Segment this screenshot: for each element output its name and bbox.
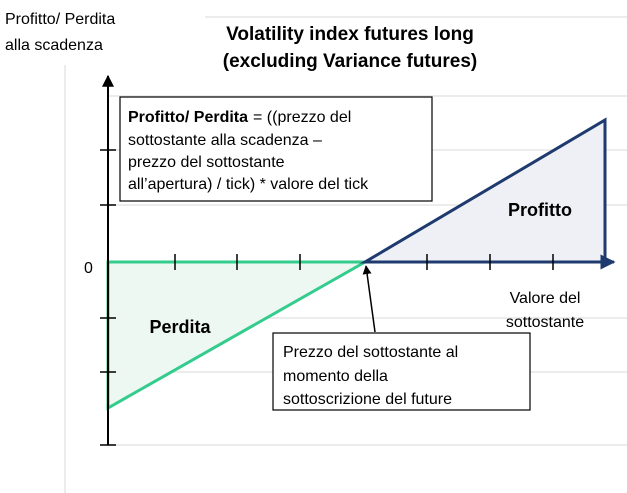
y-axis-label: Profitto/ Perdita [5,11,115,28]
zero-label: 0 [84,260,93,277]
x-axis-label: Valore del [510,290,581,307]
callout-line: Prezzo del sottostante al [283,344,458,361]
callout-box [272,332,531,411]
callout-line: momento della [283,368,388,385]
x-axis-label: sottostante [506,314,584,331]
formula-term: Profitto/ Perdita [128,109,248,126]
y-axis-label: alla scadenza [5,37,103,54]
formula-box [119,96,433,202]
formula-line: all’apertura) / tick) * valore del tick [128,176,369,193]
callout-line: sottoscrizione del future [283,391,452,408]
ticks [100,149,554,446]
formula-line: prezzo del sottostante [128,154,285,171]
title: (excluding Variance futures) [223,51,477,72]
callout-arrow [362,265,376,333]
loss-label: Perdita [149,317,211,337]
title: Volatility index futures long [226,24,474,45]
formula-line: Profitto/ Perdita = ((prezzo del [128,109,351,126]
formula-line: sottostante alla scadenza – [128,132,322,149]
profit-label: Profitto [508,200,572,220]
formula-text: = ((prezzo del [253,109,351,126]
